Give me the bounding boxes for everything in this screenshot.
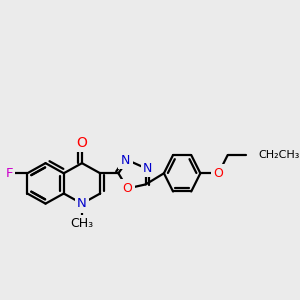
Text: N: N <box>77 197 87 210</box>
Text: O: O <box>123 182 132 195</box>
Text: N: N <box>121 154 130 166</box>
Text: O: O <box>76 136 87 150</box>
Text: O: O <box>214 167 224 180</box>
Text: CH₂CH₃: CH₂CH₃ <box>258 150 299 160</box>
Text: CH₃: CH₃ <box>70 218 94 230</box>
Text: F: F <box>5 167 13 180</box>
Text: N: N <box>143 162 152 175</box>
